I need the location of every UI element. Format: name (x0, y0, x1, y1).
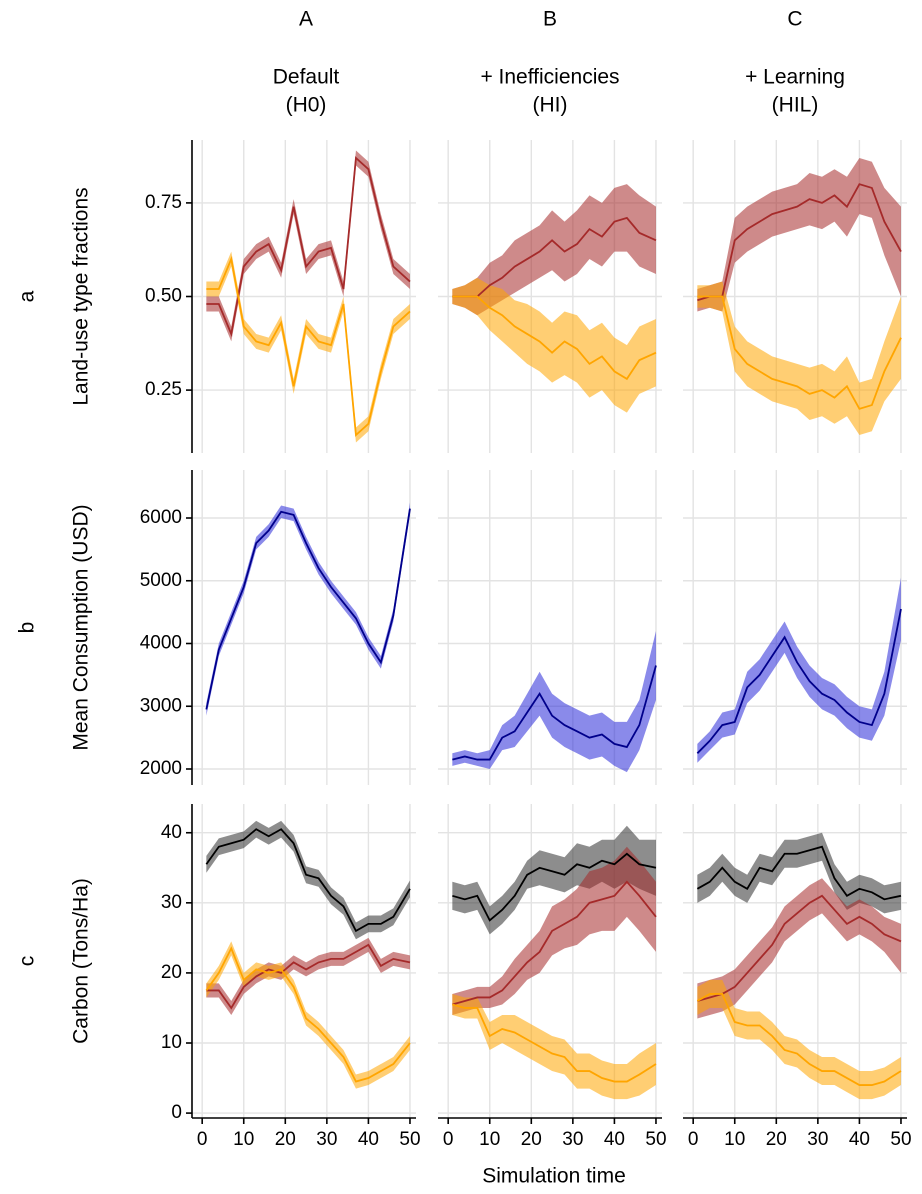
y-tick-label: 20 (161, 962, 182, 983)
panel (438, 140, 662, 453)
line (452, 880, 657, 1006)
line (452, 216, 657, 298)
column-title: + Learning (745, 66, 845, 89)
line (206, 156, 411, 338)
line (205, 946, 411, 1083)
ribbon (452, 630, 656, 773)
panel (438, 470, 662, 785)
y-tick-label: 5000 (140, 570, 182, 591)
row-letter: c (16, 956, 39, 967)
y-tick-label: 30 (161, 892, 182, 913)
x-tick-label: 20 (275, 1129, 296, 1150)
x-tick-label: 0 (197, 1129, 208, 1150)
column-title: + Inefficiencies (480, 66, 619, 89)
panel: 0 10 20 30 40 0 10 20 30 40 50 (161, 804, 421, 1150)
row-letter: a (16, 290, 39, 302)
y-tick-label: 3000 (140, 695, 182, 716)
row-letter: b (16, 622, 39, 634)
x-tick-label: 20 (766, 1129, 787, 1150)
x-tick-label: 50 (890, 1129, 911, 1150)
y-tick-label: 6000 (140, 507, 182, 528)
y-tick-label: 0.75 (145, 192, 182, 213)
line (697, 295, 902, 410)
ribbon (206, 820, 410, 940)
x-tick-label: 30 (316, 1129, 337, 1150)
ribbon (697, 878, 901, 1019)
x-tick-label: 40 (849, 1129, 870, 1150)
panel: 2000 3000 4000 5000 6000 (140, 470, 416, 785)
ribbon (206, 150, 410, 342)
ribbon (452, 184, 656, 316)
x-tick-label: 10 (479, 1129, 500, 1150)
column-letter: A (299, 8, 313, 31)
y-axis-title: Carbon (Tons/Ha) (70, 878, 93, 1044)
panel: 0 10 20 30 40 50 (683, 804, 912, 1150)
ribbon (452, 825, 656, 935)
x-tick-label: 50 (645, 1129, 666, 1150)
y-axis-title: Mean Consumption (USD) (70, 504, 93, 750)
x-tick-label: 10 (724, 1129, 745, 1150)
ribbon (697, 577, 901, 763)
ribbon (452, 846, 656, 1015)
x-tick-label: 40 (604, 1129, 625, 1150)
line (452, 852, 657, 922)
column-title: Default (273, 66, 340, 89)
y-tick-label: 0.25 (145, 379, 182, 400)
ribbon (206, 251, 410, 443)
line (696, 845, 902, 901)
line (205, 508, 411, 710)
x-tick-label: 10 (233, 1129, 254, 1150)
line (452, 295, 657, 381)
y-axis-title: Land-use type fractions (70, 187, 93, 405)
line (697, 894, 902, 1002)
column-subtitle: (HI) (533, 94, 568, 117)
line (452, 1003, 657, 1083)
line (696, 608, 902, 754)
x-tick-label: 0 (688, 1129, 699, 1150)
line (697, 183, 902, 302)
ribbon (697, 979, 901, 1100)
ribbon (452, 993, 656, 1100)
line (205, 828, 411, 933)
column-subtitle: (H0) (286, 94, 327, 117)
line (696, 993, 902, 1086)
y-tick-label: 10 (161, 1032, 182, 1053)
column-letter: B (543, 8, 557, 31)
ribbon (206, 937, 410, 1015)
ribbon (206, 941, 410, 1089)
panel (683, 140, 907, 453)
x-tick-label: 30 (562, 1129, 583, 1150)
line (206, 943, 411, 1010)
line (452, 665, 657, 761)
x-tick-label: 40 (358, 1129, 379, 1150)
line (206, 255, 411, 437)
ribbon (452, 277, 656, 413)
y-tick-label: 0.50 (145, 286, 182, 307)
x-tick-label: 20 (521, 1129, 542, 1150)
ribbon (697, 157, 901, 312)
y-tick-label: 2000 (140, 758, 182, 779)
x-tick-label: 50 (399, 1129, 420, 1150)
panel: 0 10 20 30 40 50 (438, 804, 667, 1150)
ribbon (697, 281, 901, 436)
x-axis-title: Simulation time (482, 1165, 626, 1188)
column-letter: C (787, 8, 802, 31)
panel (683, 470, 907, 785)
x-tick-label: 30 (807, 1129, 828, 1150)
y-tick-label: 40 (161, 822, 182, 843)
y-tick-label: 4000 (140, 633, 182, 654)
x-tick-label: 0 (443, 1129, 454, 1150)
ribbon (206, 502, 410, 716)
y-tick-label: 0 (171, 1102, 182, 1123)
column-subtitle: (HIL) (772, 94, 819, 117)
panel: 0.25 0.50 0.75 (145, 140, 416, 453)
